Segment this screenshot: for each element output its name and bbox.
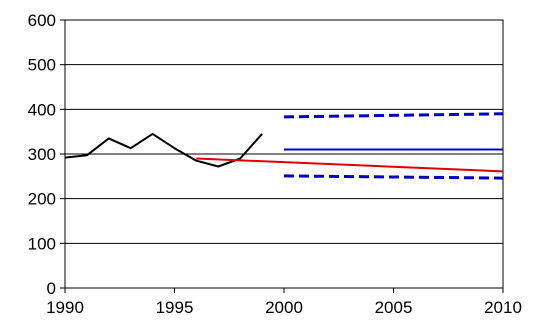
y-tick-label: 200 bbox=[28, 190, 56, 209]
y-tick-label: 300 bbox=[28, 145, 56, 164]
y-tick-label: 500 bbox=[28, 56, 56, 75]
series-line-1 bbox=[64, 132, 263, 168]
y-tick-label: 100 bbox=[28, 234, 56, 253]
y-axis-tick-labels: 0 100 200 300 400 500 600 bbox=[28, 11, 56, 298]
y-tick-label: 400 bbox=[28, 100, 56, 119]
y-tick-label: 600 bbox=[28, 11, 56, 30]
gridlines bbox=[65, 64, 503, 244]
x-tick-label: 1990 bbox=[46, 298, 84, 317]
x-axis-tick-labels: 1990 1995 2000 2005 2010 bbox=[46, 298, 522, 317]
series-line-2 bbox=[196, 157, 504, 173]
x-tick-label: 1995 bbox=[156, 298, 194, 317]
axis-ticks bbox=[60, 19, 504, 293]
x-tick-label: 2000 bbox=[265, 298, 303, 317]
y-tick-label: 0 bbox=[47, 279, 56, 298]
series-line-5 bbox=[283, 174, 504, 180]
x-tick-label: 2010 bbox=[484, 298, 522, 317]
x-tick-label: 2005 bbox=[375, 298, 413, 317]
data-series bbox=[64, 112, 504, 180]
series-line-4 bbox=[283, 112, 504, 119]
